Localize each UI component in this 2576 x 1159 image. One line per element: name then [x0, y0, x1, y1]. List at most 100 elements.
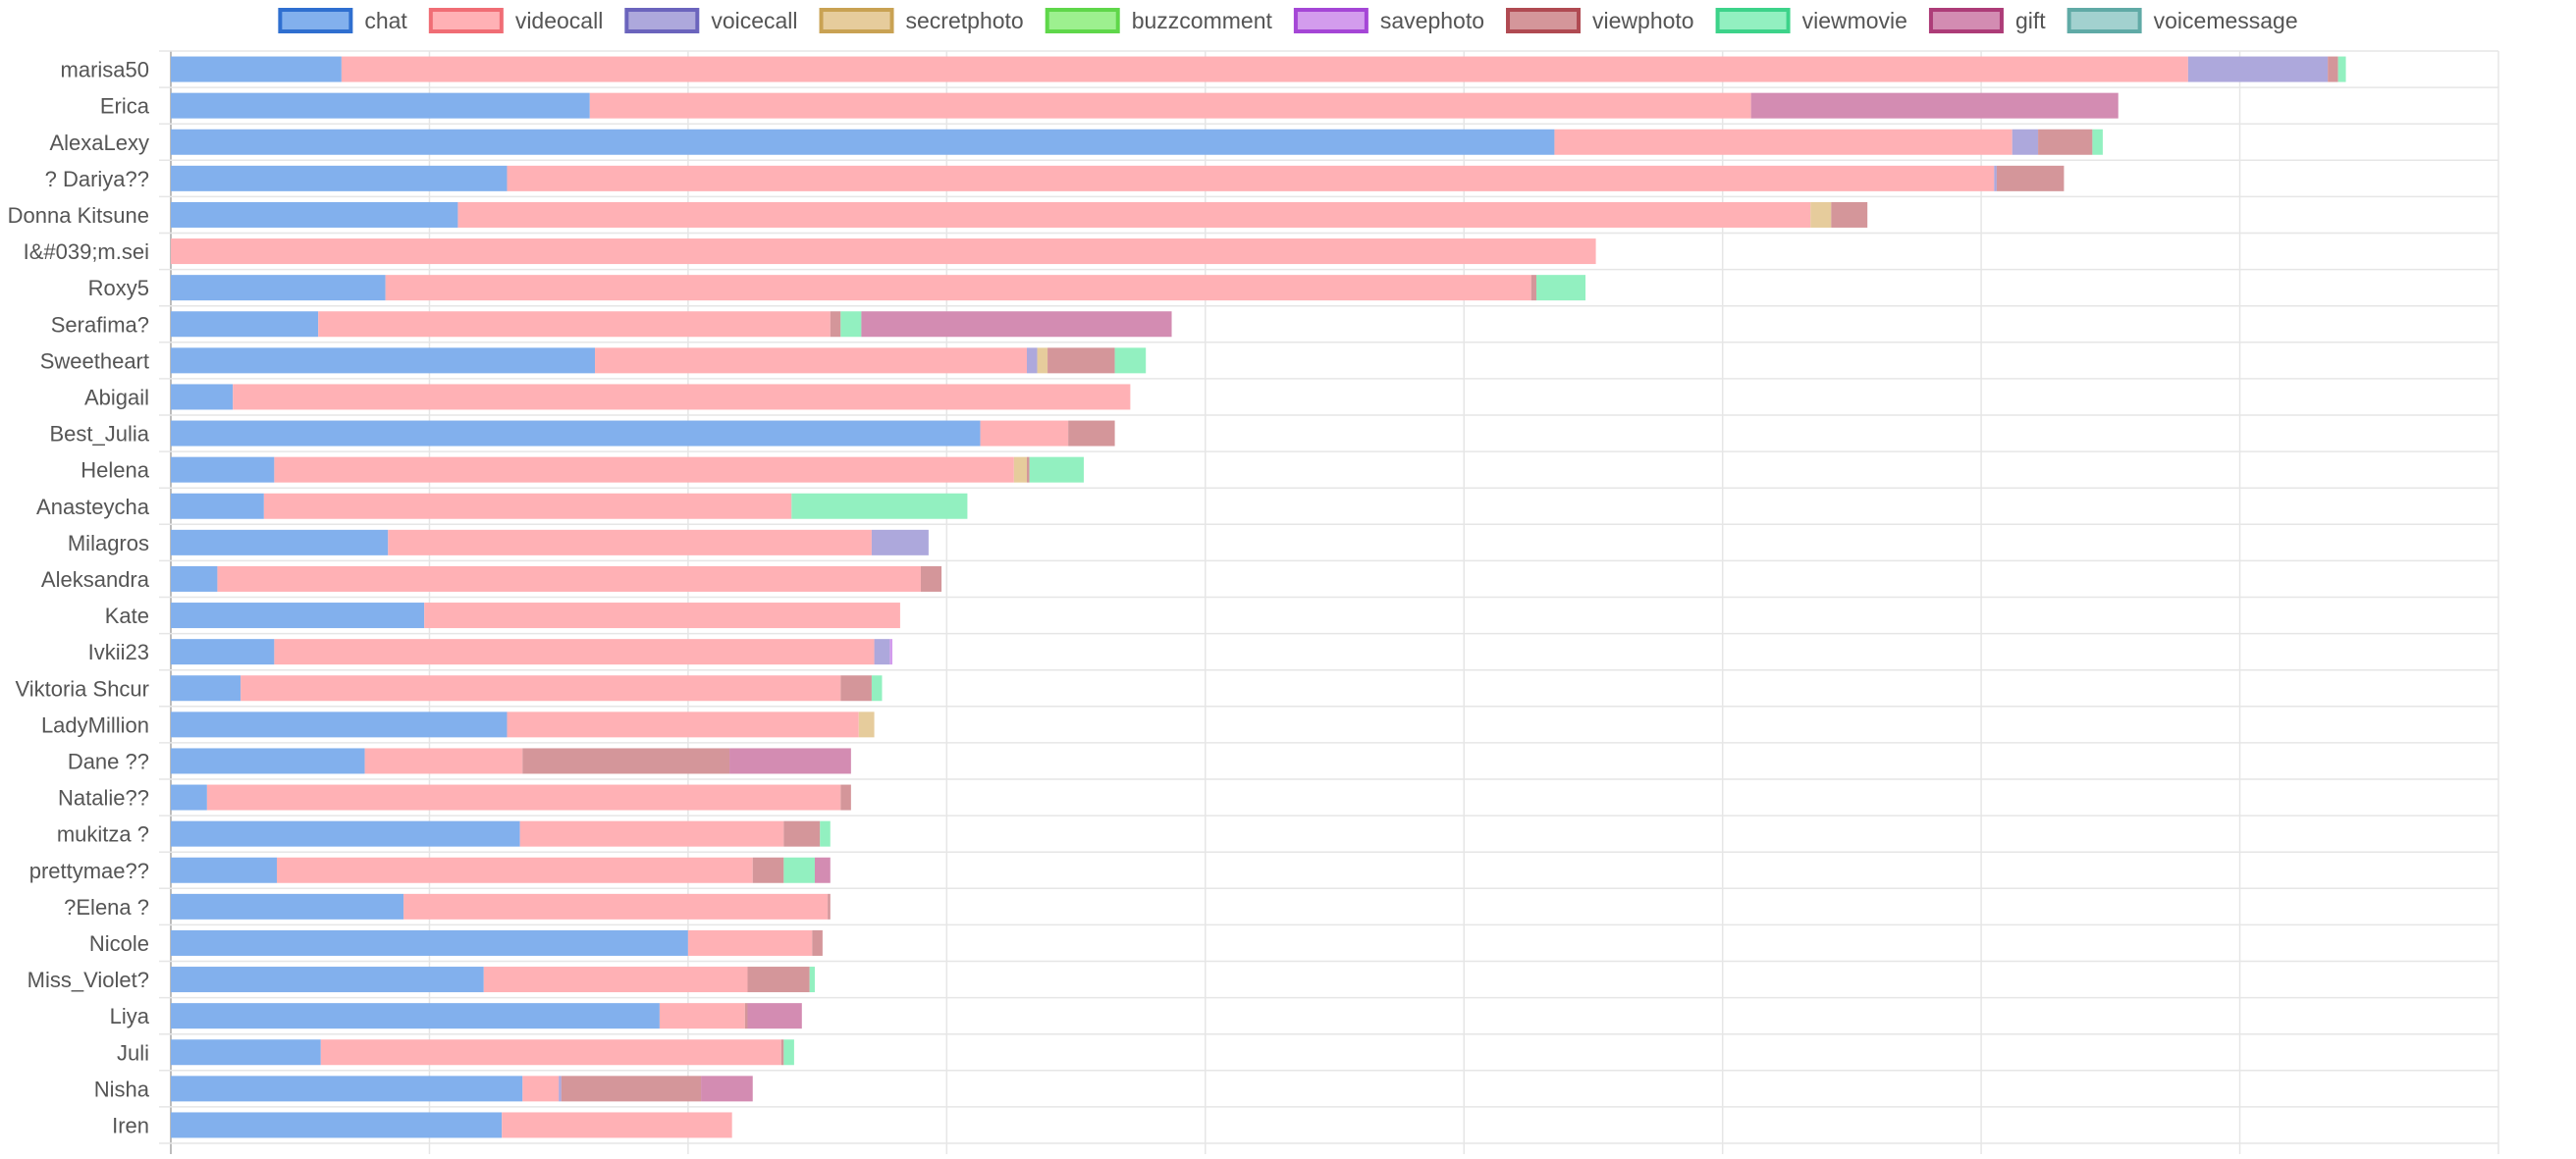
bar-prettymae-viewphoto[interactable]: [752, 857, 784, 883]
bar-helena-chat[interactable]: [171, 456, 275, 483]
bar-dane-gift[interactable]: [729, 748, 851, 774]
bar-sweetheart-viewmovie[interactable]: [1114, 347, 1147, 374]
bar-helena-viewmovie[interactable]: [1029, 456, 1084, 483]
bar-nicole-viewphoto[interactable]: [812, 929, 823, 956]
bar-alexalexy-viewphoto[interactable]: [2038, 129, 2093, 155]
legend-item-secretphoto[interactable]: secretphoto: [819, 8, 1024, 33]
bar-alexalexy-videocall[interactable]: [1554, 129, 2012, 155]
bar-dariya-videocall[interactable]: [507, 165, 1995, 191]
bar-nicole-chat[interactable]: [171, 929, 688, 956]
bar-elena-viewphoto[interactable]: [828, 893, 831, 920]
bar-erica-gift[interactable]: [1750, 92, 2119, 119]
bar-donna-kitsune-secretphoto[interactable]: [1810, 201, 1832, 228]
bar-aleksandra-videocall[interactable]: [217, 565, 921, 592]
bar-prettymae-chat[interactable]: [171, 857, 278, 883]
bar-nisha-videocall[interactable]: [522, 1076, 560, 1102]
bar-helena-videocall[interactable]: [274, 456, 1014, 483]
bar-nisha-viewphoto[interactable]: [561, 1076, 702, 1102]
bar-iren-chat[interactable]: [171, 1112, 503, 1138]
bar-donna-kitsune-chat[interactable]: [171, 201, 458, 228]
bar-aleksandra-viewphoto[interactable]: [920, 565, 942, 592]
bar-prettymae-videocall[interactable]: [277, 857, 753, 883]
bar-helena-viewphoto[interactable]: [1027, 456, 1030, 483]
bar-alexalexy-voicecall[interactable]: [2012, 129, 2039, 155]
bar-viktoria-shcur-viewmovie[interactable]: [871, 675, 883, 702]
bar-sweetheart-secretphoto[interactable]: [1037, 347, 1048, 374]
legend-item-viewphoto[interactable]: viewphoto: [1506, 8, 1694, 33]
bar-miss-violet-chat[interactable]: [171, 967, 484, 993]
bar-erica-chat[interactable]: [171, 92, 590, 119]
bar-sweetheart-voicecall[interactable]: [1027, 347, 1038, 374]
bar-natalie-videocall[interactable]: [206, 784, 841, 811]
bar-dane-chat[interactable]: [171, 748, 365, 774]
bar-dariya-viewphoto[interactable]: [1996, 165, 2065, 191]
bar-kate-chat[interactable]: [171, 603, 425, 629]
bar-marisa50-videocall[interactable]: [341, 56, 2188, 82]
bar-alexalexy-chat[interactable]: [171, 129, 1555, 155]
bar-roxy5-chat[interactable]: [171, 275, 386, 301]
bar-marisa50-chat[interactable]: [171, 56, 342, 82]
bar-natalie-chat[interactable]: [171, 784, 207, 811]
bar-sweetheart-chat[interactable]: [171, 347, 596, 374]
bar-juli-chat[interactable]: [171, 1039, 321, 1066]
bar-dane-videocall[interactable]: [364, 748, 523, 774]
bar-mukitza-viewphoto[interactable]: [783, 820, 821, 847]
bar-ivkii23-voicecall[interactable]: [874, 639, 890, 665]
bar-ladymillion-secretphoto[interactable]: [858, 711, 875, 738]
bar-roxy5-viewmovie[interactable]: [1535, 275, 1586, 301]
bar-ivkii23-chat[interactable]: [171, 639, 275, 665]
bar-dariya-voicecall[interactable]: [1994, 165, 1997, 191]
bar-natalie-viewphoto[interactable]: [840, 784, 851, 811]
bar-sweetheart-videocall[interactable]: [595, 347, 1028, 374]
bar-roxy5-videocall[interactable]: [385, 275, 1531, 301]
bar-nisha-gift[interactable]: [701, 1076, 753, 1102]
bar-ivkii23-savephoto[interactable]: [889, 639, 893, 665]
bar-elena-videocall[interactable]: [403, 893, 829, 920]
bar-miss-violet-viewphoto[interactable]: [747, 967, 810, 993]
bar-prettymae-viewmovie[interactable]: [783, 857, 815, 883]
legend-item-gift[interactable]: gift: [1928, 8, 2046, 33]
bar-alexalexy-viewmovie[interactable]: [2092, 129, 2103, 155]
bar-abigail-chat[interactable]: [171, 384, 234, 410]
bar-liya-videocall[interactable]: [659, 1003, 745, 1029]
legend-item-savephoto[interactable]: savephoto: [1293, 8, 1484, 33]
bar-viktoria-shcur-videocall[interactable]: [241, 675, 841, 702]
legend-item-chat[interactable]: chat: [278, 8, 407, 33]
bar-donna-kitsune-videocall[interactable]: [457, 201, 1811, 228]
bar-milagros-voicecall[interactable]: [871, 529, 929, 555]
bar-juli-viewmovie[interactable]: [783, 1039, 794, 1066]
bar-best-julia-chat[interactable]: [171, 420, 981, 447]
bar-mukitza-videocall[interactable]: [519, 820, 784, 847]
bar-donna-kitsune-viewphoto[interactable]: [1831, 201, 1868, 228]
bar-nisha-chat[interactable]: [171, 1076, 523, 1102]
bar-liya-gift[interactable]: [747, 1003, 802, 1029]
bar-ladymillion-chat[interactable]: [171, 711, 508, 738]
bar-iren-videocall[interactable]: [502, 1112, 732, 1138]
bar-anasteycha-viewmovie[interactable]: [791, 493, 968, 519]
bar-best-julia-viewphoto[interactable]: [1068, 420, 1115, 447]
bar-dariya-chat[interactable]: [171, 165, 508, 191]
bar-elena-chat[interactable]: [171, 893, 404, 920]
bar-viktoria-shcur-viewphoto[interactable]: [840, 675, 872, 702]
bar-dane-viewphoto[interactable]: [522, 748, 730, 774]
bar-marisa50-voicecall[interactable]: [2187, 56, 2329, 82]
bar-nicole-videocall[interactable]: [687, 929, 813, 956]
bar-i-039-m-sei-videocall[interactable]: [171, 238, 1596, 265]
bar-marisa50-viewphoto[interactable]: [2328, 56, 2338, 82]
bar-viktoria-shcur-chat[interactable]: [171, 675, 242, 702]
bar-serafima-viewphoto[interactable]: [830, 311, 841, 338]
bar-mukitza-chat[interactable]: [171, 820, 520, 847]
bar-abigail-videocall[interactable]: [233, 384, 1131, 410]
bar-milagros-videocall[interactable]: [388, 529, 872, 555]
bar-anasteycha-videocall[interactable]: [263, 493, 792, 519]
bar-miss-violet-videocall[interactable]: [483, 967, 748, 993]
bar-mukitza-viewmovie[interactable]: [820, 820, 831, 847]
legend-item-videocall[interactable]: videocall: [428, 8, 604, 33]
bar-aleksandra-chat[interactable]: [171, 565, 218, 592]
bar-anasteycha-chat[interactable]: [171, 493, 264, 519]
bar-best-julia-videocall[interactable]: [980, 420, 1069, 447]
bar-kate-videocall[interactable]: [424, 603, 900, 629]
bar-nisha-voicecall[interactable]: [559, 1076, 562, 1102]
bar-prettymae-gift[interactable]: [814, 857, 831, 883]
bar-sweetheart-viewphoto[interactable]: [1047, 347, 1115, 374]
